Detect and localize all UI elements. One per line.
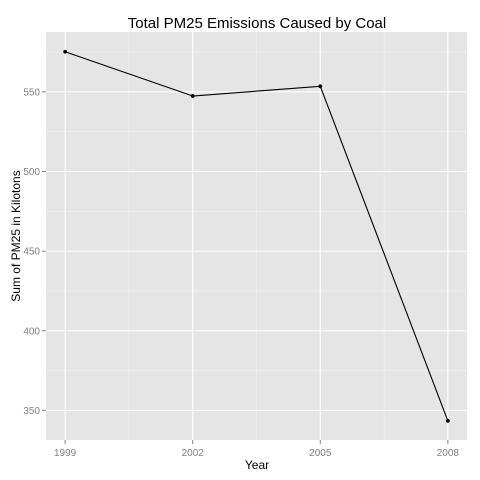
y-axis-title: Sum of PM25 in Kilotons xyxy=(9,170,23,301)
series-line xyxy=(64,51,449,422)
data-point xyxy=(190,94,195,98)
y-axis-ticks xyxy=(42,91,46,411)
minor-grid-lines xyxy=(46,32,467,440)
major-grid-lines xyxy=(46,32,467,440)
series-layer xyxy=(63,49,450,423)
y-tick-label: 550 xyxy=(23,87,40,98)
x-tick-label: 1999 xyxy=(54,448,77,459)
x-axis-title: Year xyxy=(245,458,269,472)
y-tick-label: 400 xyxy=(23,326,40,337)
x-axis-ticks xyxy=(64,440,449,444)
y-tick-label: 500 xyxy=(23,167,40,178)
y-tick-label: 350 xyxy=(23,406,40,417)
x-tick-label: 2008 xyxy=(437,448,460,459)
y-axis-tick-labels: 350 400 450 500 550 xyxy=(23,87,40,417)
data-point xyxy=(63,49,68,54)
data-point xyxy=(445,418,450,423)
x-tick-label: 2002 xyxy=(182,448,205,459)
x-axis-tick-labels: 1999 2002 2005 2008 xyxy=(54,448,459,459)
x-tick-label: 2005 xyxy=(309,448,332,459)
chart-title: Total PM25 Emissions Caused by Coal xyxy=(128,15,386,32)
y-tick-label: 450 xyxy=(23,247,40,258)
data-point xyxy=(318,84,323,89)
